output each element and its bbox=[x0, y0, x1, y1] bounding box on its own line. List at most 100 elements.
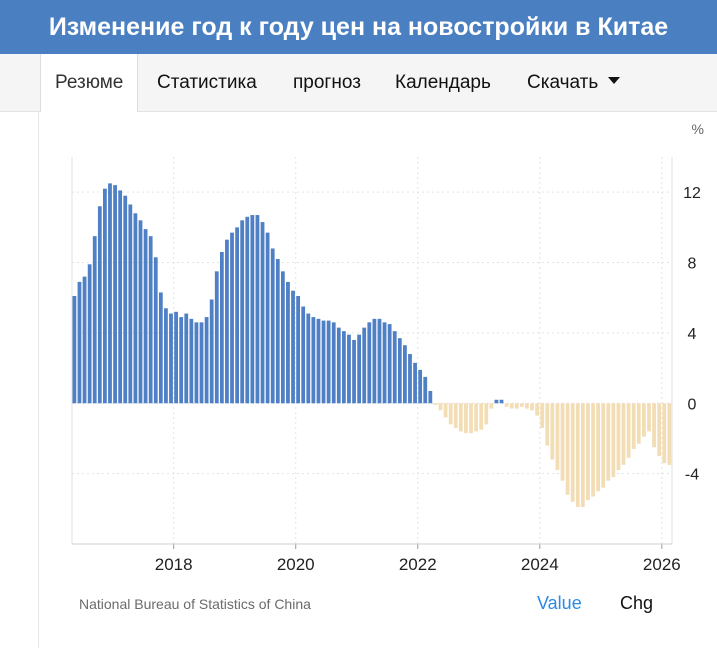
y-tick-label: 4 bbox=[688, 326, 697, 343]
tab-download[interactable]: Скачать bbox=[527, 54, 621, 112]
bar: 2021-03: 4.6 bbox=[367, 322, 372, 404]
bar: 2018-02: 4.9 bbox=[179, 317, 184, 404]
bar: 2023-02: -1.2 bbox=[484, 403, 489, 425]
bar: 2018-12: 9.7 bbox=[230, 232, 234, 404]
bar: 2025-01: -4.8 bbox=[601, 403, 606, 488]
bar: 2020-11: 3.9 bbox=[347, 334, 351, 404]
bar: 2019-09: 8.2 bbox=[275, 259, 280, 404]
bar: 2025-07: -2.6 bbox=[631, 403, 636, 450]
bar: 2022-01: 1.9 bbox=[418, 369, 423, 404]
y-tick-label: 0 bbox=[688, 396, 697, 413]
bar: 2020-07: 4.7 bbox=[326, 320, 331, 404]
bar: 2024-08: -5.9 bbox=[575, 403, 580, 508]
bar: 2022-12: -1.6 bbox=[474, 403, 478, 432]
bar: 2018-11: 9.3 bbox=[225, 239, 229, 404]
x-tick-label: 2018 bbox=[155, 555, 193, 574]
bar: 2017-04: 11.3 bbox=[128, 204, 133, 404]
bar: 2017-07: 9.9 bbox=[143, 229, 148, 404]
bar: 2021-10: 3.3 bbox=[403, 345, 407, 404]
x-tick-label: 2020 bbox=[277, 555, 315, 574]
bar: 2026-01: -3.4 bbox=[662, 403, 667, 464]
bar: 2024-05: -4.4 bbox=[560, 403, 565, 481]
tab-bar: Резюме Статистика прогноз Календарь Скач… bbox=[0, 54, 717, 113]
bar: 2017-10: 6.3 bbox=[158, 292, 163, 404]
bar: 2016-08: 7.9 bbox=[87, 264, 92, 404]
bar: 2022-05: -0.4 bbox=[438, 403, 443, 411]
bar: 2020-04: 4.9 bbox=[311, 317, 316, 404]
bar: 2024-10: -5.5 bbox=[586, 403, 590, 501]
bar: 2024-11: -5.3 bbox=[591, 403, 595, 497]
bar: 2019-04: 10.7 bbox=[250, 215, 255, 404]
bar: 2018-01: 5.2 bbox=[174, 311, 178, 404]
bar: 2021-11: 2.8 bbox=[408, 354, 412, 404]
bar: 2021-09: 3.7 bbox=[397, 338, 402, 404]
bar: 2025-03: -4.2 bbox=[611, 403, 616, 478]
tab-forecast-label: прогноз bbox=[293, 72, 361, 93]
bar: 2024-09: -5.9 bbox=[580, 403, 585, 508]
bar: 2019-11: 6.9 bbox=[286, 281, 290, 404]
bar: 2025-02: -4.4 bbox=[606, 403, 611, 481]
y-tick-label: -4 bbox=[685, 467, 699, 484]
bar: 2018-05: 4.6 bbox=[194, 322, 199, 404]
y-tick-label: 12 bbox=[683, 185, 701, 202]
bar: 2019-01: 10 bbox=[235, 227, 239, 404]
bar: 2025-06: -3.1 bbox=[626, 403, 631, 458]
bar: 2018-08: 5.9 bbox=[209, 299, 214, 404]
mode-value-button[interactable]: Value bbox=[537, 593, 582, 613]
bar: 2022-11: -1.7 bbox=[469, 403, 473, 434]
bar: 2018-06: 4.6 bbox=[199, 322, 204, 404]
bar: 2022-03: 0.7 bbox=[428, 390, 433, 404]
bar: 2022-02: 1.5 bbox=[423, 376, 428, 404]
bar: 2017-02: 12.1 bbox=[118, 190, 123, 404]
chevron-down-icon bbox=[608, 77, 621, 85]
bar: 2017-03: 11.8 bbox=[123, 195, 128, 404]
tab-summary-label: Резюме bbox=[55, 72, 124, 93]
bar: 2021-12: 2.3 bbox=[413, 362, 417, 404]
bar: 2019-12: 6.4 bbox=[291, 290, 295, 404]
tab-download-label: Скачать bbox=[527, 72, 599, 93]
bar: 2017-08: 9.5 bbox=[148, 236, 153, 404]
tab-summary[interactable]: Резюме bbox=[40, 54, 139, 113]
bar: 2023-09: -0.2 bbox=[519, 403, 524, 407]
x-tick-label: 2022 bbox=[399, 555, 437, 574]
bar: 2019-07: 9.7 bbox=[265, 232, 270, 404]
bar: 2025-08: -2.3 bbox=[636, 403, 641, 444]
bar: 2016-06: 6.9 bbox=[77, 281, 82, 404]
page-title: Изменение год к году цен на новостройки … bbox=[48, 13, 669, 41]
mode-chg-button[interactable]: Chg bbox=[620, 593, 654, 613]
bar: 2025-04: -3.8 bbox=[616, 403, 621, 471]
bar: 2023-03: -0.3 bbox=[489, 403, 494, 409]
bar: 2017-01: 12.4 bbox=[113, 185, 117, 404]
bar: 2025-12: -3 bbox=[657, 403, 662, 457]
bar: 2022-04: -0.1 bbox=[433, 403, 438, 406]
tab-forecast[interactable]: прогноз bbox=[293, 54, 361, 112]
bar: 2020-01: 6.1 bbox=[296, 295, 301, 404]
price-change-chart: 2016-05: 6.12016-06: 6.92016-07: 7.22016… bbox=[71, 121, 704, 574]
bar: 2025-09: -1.9 bbox=[641, 403, 646, 437]
bar: 2024-02: -2.4 bbox=[545, 403, 550, 446]
bar: 2026-02: -3.5 bbox=[667, 403, 672, 465]
tab-calendar[interactable]: Календарь bbox=[395, 54, 491, 112]
bar: 2018-07: 4.9 bbox=[204, 317, 209, 404]
bar: 2016-12: 12.5 bbox=[108, 183, 112, 404]
page-header: Изменение год к году цен на новостройки … bbox=[0, 0, 717, 54]
bar: 2017-12: 5.1 bbox=[169, 313, 173, 404]
bar: 2021-05: 4.8 bbox=[377, 318, 382, 404]
tab-statistics[interactable]: Статистика bbox=[157, 54, 257, 112]
bar: 2017-06: 10.4 bbox=[138, 220, 143, 404]
bar: 2025-11: -2.5 bbox=[652, 403, 656, 448]
tab-statistics-label: Статистика bbox=[157, 72, 257, 93]
bar: 2019-02: 10.4 bbox=[240, 220, 245, 404]
bar: 2017-05: 10.8 bbox=[133, 213, 138, 404]
bar: 2022-10: -1.7 bbox=[464, 403, 468, 434]
bar: 2019-05: 10.7 bbox=[255, 215, 260, 404]
bar: 2025-10: -1.6 bbox=[647, 403, 651, 432]
bar: 2021-04: 4.8 bbox=[372, 318, 377, 404]
bar: 2024-12: -5 bbox=[596, 403, 601, 492]
bar: 2019-06: 10.3 bbox=[260, 222, 265, 404]
bar: 2023-05: 0.2 bbox=[499, 399, 504, 404]
bar: 2017-09: 8.3 bbox=[153, 257, 158, 404]
bar: 2020-02: 5.5 bbox=[301, 306, 306, 404]
bar: 2024-04: -3.8 bbox=[555, 403, 560, 471]
bar: 2021-01: 3.9 bbox=[357, 334, 362, 404]
